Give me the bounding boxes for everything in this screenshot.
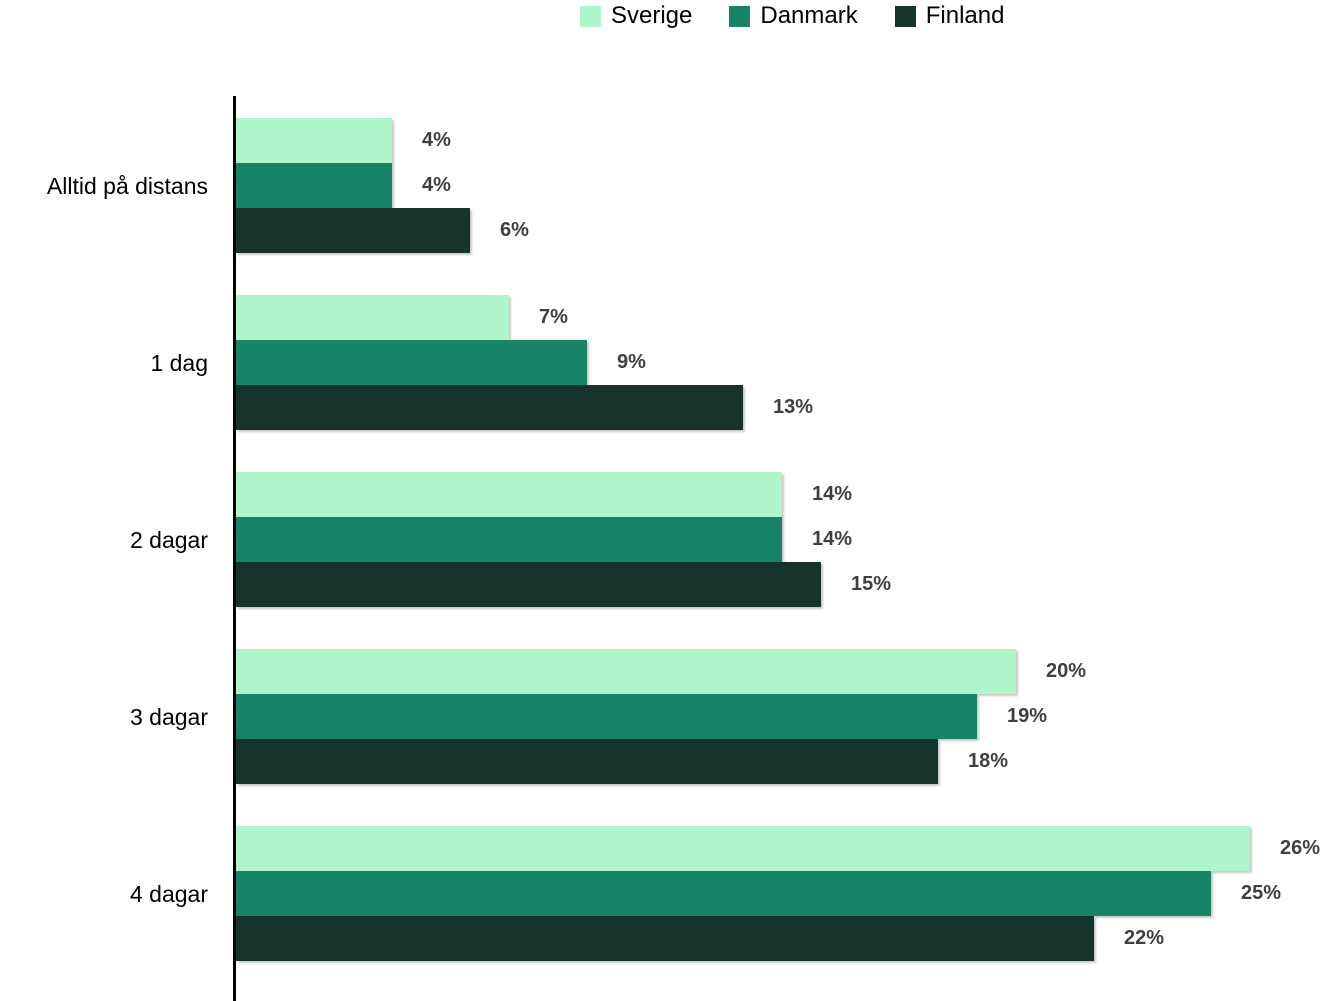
bar <box>236 739 938 784</box>
legend-swatch-sverige-icon <box>580 5 601 27</box>
bar <box>236 871 1211 916</box>
bar-value-label: 6% <box>500 219 529 241</box>
legend-label-finland: Finland <box>925 2 1005 29</box>
bar-value-label: 15% <box>851 573 892 595</box>
bar-value-label: 18% <box>968 750 1009 772</box>
bar <box>236 208 470 253</box>
y-axis-line <box>233 96 236 1001</box>
bar-value-label: 20% <box>1046 660 1087 682</box>
bar-value-label: 4% <box>422 174 451 196</box>
bar-value-label: 14% <box>812 528 853 550</box>
bar <box>236 562 821 607</box>
bar <box>236 163 392 208</box>
legend-label-sverige: Sverige <box>611 2 693 29</box>
bar-value-label: 7% <box>539 306 568 328</box>
bar <box>236 472 782 517</box>
bar-value-label: 9% <box>617 351 646 373</box>
bar-value-label: 14% <box>812 483 853 505</box>
bar-value-label: 25% <box>1241 882 1282 904</box>
bar <box>236 517 782 562</box>
category-label: 1 dag <box>150 349 208 376</box>
bar <box>236 295 509 340</box>
bar <box>236 340 587 385</box>
bar <box>236 385 743 430</box>
bar-value-label: 22% <box>1124 927 1165 949</box>
legend-item-finland: Finland <box>894 2 1005 30</box>
category-label: 3 dagar <box>129 703 208 730</box>
legend-label-danmark: Danmark <box>760 2 858 29</box>
bar-value-label: 4% <box>422 129 451 151</box>
bar <box>236 826 1250 871</box>
bar-value-label: 26% <box>1280 837 1321 859</box>
legend: Sverige Danmark Finland <box>580 2 1004 30</box>
bar <box>236 649 1016 694</box>
legend-swatch-finland-icon <box>894 5 916 27</box>
legend-item-danmark: Danmark <box>729 2 858 30</box>
bar-value-label: 19% <box>1007 705 1048 727</box>
bar <box>236 118 392 163</box>
category-label: Alltid på distans <box>46 172 208 199</box>
bar <box>236 694 977 739</box>
legend-swatch-danmark-icon <box>729 5 751 27</box>
category-label: 2 dagar <box>129 526 208 553</box>
legend-item-sverige: Sverige <box>580 2 692 30</box>
category-label: 4 dagar <box>129 880 208 907</box>
bar <box>236 916 1094 961</box>
bar-value-label: 13% <box>773 396 814 418</box>
